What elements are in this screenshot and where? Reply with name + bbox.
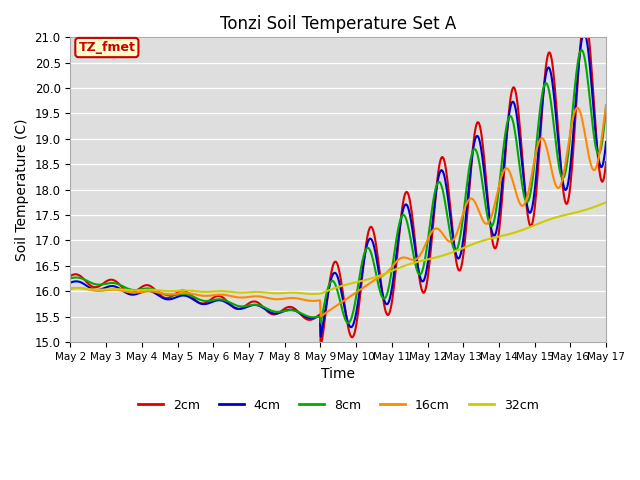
Y-axis label: Soil Temperature (C): Soil Temperature (C) bbox=[15, 119, 29, 261]
Text: TZ_fmet: TZ_fmet bbox=[79, 41, 135, 54]
X-axis label: Time: Time bbox=[321, 367, 355, 381]
Title: Tonzi Soil Temperature Set A: Tonzi Soil Temperature Set A bbox=[220, 15, 456, 33]
Legend: 2cm, 4cm, 8cm, 16cm, 32cm: 2cm, 4cm, 8cm, 16cm, 32cm bbox=[132, 394, 543, 417]
